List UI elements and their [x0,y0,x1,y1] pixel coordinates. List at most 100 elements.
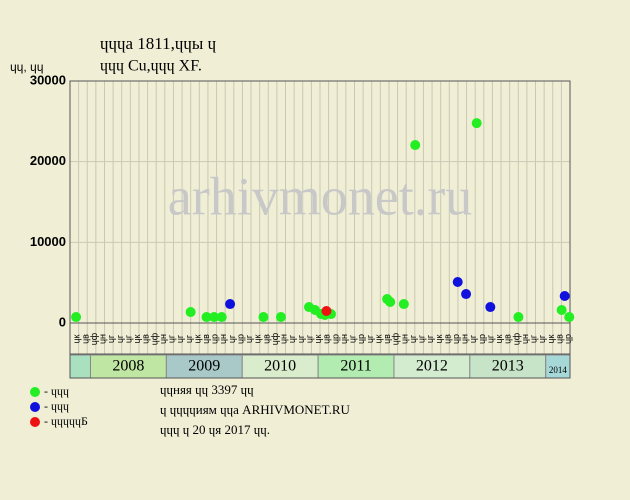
chart-subtitle: ɥɥɥ Cu,ɥɥɥ XF. [100,58,202,75]
period-label: ɥр [210,334,220,344]
point [275,312,286,323]
period-label: ɥк [192,334,202,343]
note: ɥɥɥ ɥ 20 ɥя 2017 ɥɥ. [160,422,270,437]
point [410,140,421,151]
period-label: ɥг [287,334,297,343]
y-tick-label: 0 [59,314,66,329]
point [209,312,220,323]
period-label: ɥр [330,334,340,344]
legend-label: - ɥɥɥɥɥБ [44,414,88,428]
chart-title: ɥɥɥа 1811,ɥɥы ɥ [100,34,217,53]
y-tick-label: 10000 [30,234,66,249]
period-label: ɥк [132,334,142,343]
period-label: ɥв [141,334,151,344]
point [185,307,196,318]
period-label: ɥв [554,334,564,344]
x-tick-label: 2009 [188,358,220,375]
period-label: ɥг [184,334,194,343]
point [201,312,212,323]
period-label: ɥв [382,334,392,344]
point [559,290,570,301]
period-label: ɥв [322,334,332,344]
period-label: ɥк [313,334,323,343]
period-label: ɥв [442,334,452,344]
x-tick-label: 2011 [340,358,371,375]
point [321,305,332,316]
period-label: ɥг [485,334,495,343]
x-tick-label: 2013 [492,358,524,375]
period-label: ɥг [123,334,133,343]
period-label: ɥн [279,334,289,344]
period-label: ɥг [304,334,314,343]
plot-border [69,80,571,379]
period-label: ɥв [503,334,513,344]
x-tick-label: 2014 [549,365,568,375]
point [452,277,463,288]
point [564,312,575,323]
period-label: ɥг [106,334,116,343]
point [258,312,269,323]
period-label: ɥг [348,334,358,343]
period-label: ɥн [399,334,409,344]
period-label: ɥг [244,334,254,343]
period-label: ɥг [115,334,125,343]
point [71,312,82,323]
legend-label: - ɥɥɥ [44,399,69,413]
legend-marker [30,402,40,412]
note: ɥ ɥɥɥɥиям ɥɥа ARHIVMONET.RU [160,402,351,417]
legend-label: - ɥɥɥ [44,384,69,398]
period-label: ɥн [520,334,530,344]
period-label: ɥк [494,334,504,343]
period-label: ɥг [296,334,306,343]
period-label: ɥф [89,332,99,345]
period-label: ɥн [460,334,470,344]
point [385,297,396,308]
period-label: ɥр [235,334,245,344]
period-label: ɥв [201,334,211,344]
y-tick-label: 30000 [30,72,66,87]
y-tick-label: 20000 [30,153,66,168]
point [513,312,524,323]
x-tick-label: 2012 [416,358,448,375]
period-label: ɥф [149,332,159,345]
point [216,312,227,323]
period-label: ɥр [563,334,573,344]
point [398,299,409,310]
period-label: ɥр [477,334,487,344]
period-label: ɥр [356,334,366,344]
x-tick-label: 2008 [112,358,144,375]
period-label: ɥв [261,334,271,344]
period-label: ɥн [158,334,168,344]
period-label: ɥк [546,334,556,343]
period-label: ɥн [218,334,228,344]
y-axis-label: ɥɥ, ɥɥ [10,60,43,74]
x-tick-label: 2010 [264,358,296,375]
period-label: ɥк [253,334,263,343]
period-label: ɥг [365,334,375,343]
watermark: arhivmonet.ru [168,166,472,226]
period-label: ɥг [425,334,435,343]
period-label: ɥр [451,334,461,344]
period-label: ɥг [468,334,478,343]
point [471,118,482,129]
period-label: ɥг [408,334,418,343]
period-label: ɥк [72,334,82,343]
period-label: ɥг [417,334,427,343]
period-label: ɥг [175,334,185,343]
period-label: ɥг [227,334,237,343]
period-label: ɥк [434,334,444,343]
period-label: ɥн [98,334,108,344]
period-label: ɥф [391,332,401,345]
period-label: ɥг [537,334,547,343]
point [556,305,567,316]
period-label: ɥн [339,334,349,344]
point [461,289,472,300]
period-label: ɥк [373,334,383,343]
legend-marker [30,387,40,397]
legend-marker [30,417,40,427]
point [225,299,236,310]
period-label: ɥв [80,334,90,344]
period-label: ɥф [270,332,280,345]
period-label: ɥф [511,332,521,345]
